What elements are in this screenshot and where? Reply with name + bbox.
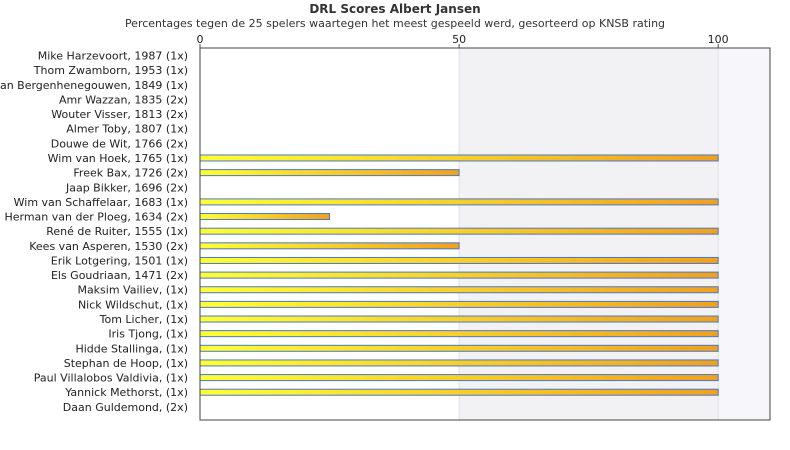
bar <box>199 169 460 177</box>
bars-group <box>199 154 719 396</box>
category-label: Douwe de Wit, 1766 (2x) <box>51 137 188 150</box>
bar <box>199 242 460 250</box>
bar <box>199 359 719 367</box>
bar <box>199 388 719 396</box>
category-label: Iris Tjong, (1x) <box>108 328 188 341</box>
band-100-plus <box>718 48 770 420</box>
category-label: Maksim Vailiev, (1x) <box>77 284 188 297</box>
category-label: Tom Licher, (1x) <box>99 313 188 326</box>
bar <box>199 344 719 352</box>
bar <box>199 198 719 206</box>
plot-frame <box>199 47 771 421</box>
category-label: René de Ruiter, 1555 (1x) <box>46 225 188 238</box>
bar <box>199 286 719 294</box>
category-label: Freek Bax, 1726 (2x) <box>73 167 188 180</box>
category-label: Stephan de Hoop, (1x) <box>64 357 188 370</box>
tick-label: 0 <box>197 33 204 46</box>
category-label: Hidde Stallinga, (1x) <box>75 342 188 355</box>
category-label: Paul Villalobos Valdivia, (1x) <box>34 372 188 385</box>
tick-label: 100 <box>708 33 729 46</box>
bar <box>199 227 719 235</box>
chart-subtitle: Percentages tegen de 25 spelers waartege… <box>124 17 666 30</box>
category-label: Els Goudriaan, 1471 (2x) <box>51 269 188 282</box>
category-label: Amr Wazzan, 1835 (2x) <box>59 93 188 106</box>
bar <box>199 271 719 279</box>
bar <box>199 374 719 382</box>
category-label: Kees van Asperen, 1530 (2x) <box>29 240 188 253</box>
category-label: Almer Toby, 1807 (1x) <box>66 123 188 136</box>
category-label: van Bergenhenegouwen, 1849 (1x) <box>0 79 188 92</box>
chart-title: DRL Scores Albert Jansen <box>309 2 481 16</box>
category-label: Yannick Methorst, (1x) <box>64 386 188 399</box>
category-label: Wim van Schaffelaar, 1683 (1x) <box>14 196 188 209</box>
bar <box>199 256 719 264</box>
bar <box>199 300 719 308</box>
category-label: Daan Guldemond, (2x) <box>63 401 188 414</box>
bar <box>199 330 719 338</box>
category-label: Jaap Bikker, 1696 (2x) <box>65 181 188 194</box>
bar <box>199 154 719 162</box>
category-label: Nick Wildschut, (1x) <box>78 298 188 311</box>
tick-label: 50 <box>452 33 466 46</box>
category-label: Mike Harzevoort, 1987 (1x) <box>38 50 188 63</box>
tick-labels: 0 50 100 <box>197 33 729 48</box>
category-labels: Mike Harzevoort, 1987 (1x)Thom Zwamborn,… <box>0 50 188 414</box>
category-label: Thom Zwamborn, 1953 (1x) <box>33 64 188 77</box>
category-label: Wim van Hoek, 1765 (1x) <box>48 152 188 165</box>
category-label: Wouter Visser, 1813 (2x) <box>51 108 188 121</box>
axis-group <box>199 47 771 421</box>
bar <box>199 315 719 323</box>
category-label: Erik Lotgering, 1501 (1x) <box>51 254 188 267</box>
category-label: Herman van der Ploeg, 1634 (2x) <box>4 211 188 224</box>
bar <box>199 213 331 221</box>
